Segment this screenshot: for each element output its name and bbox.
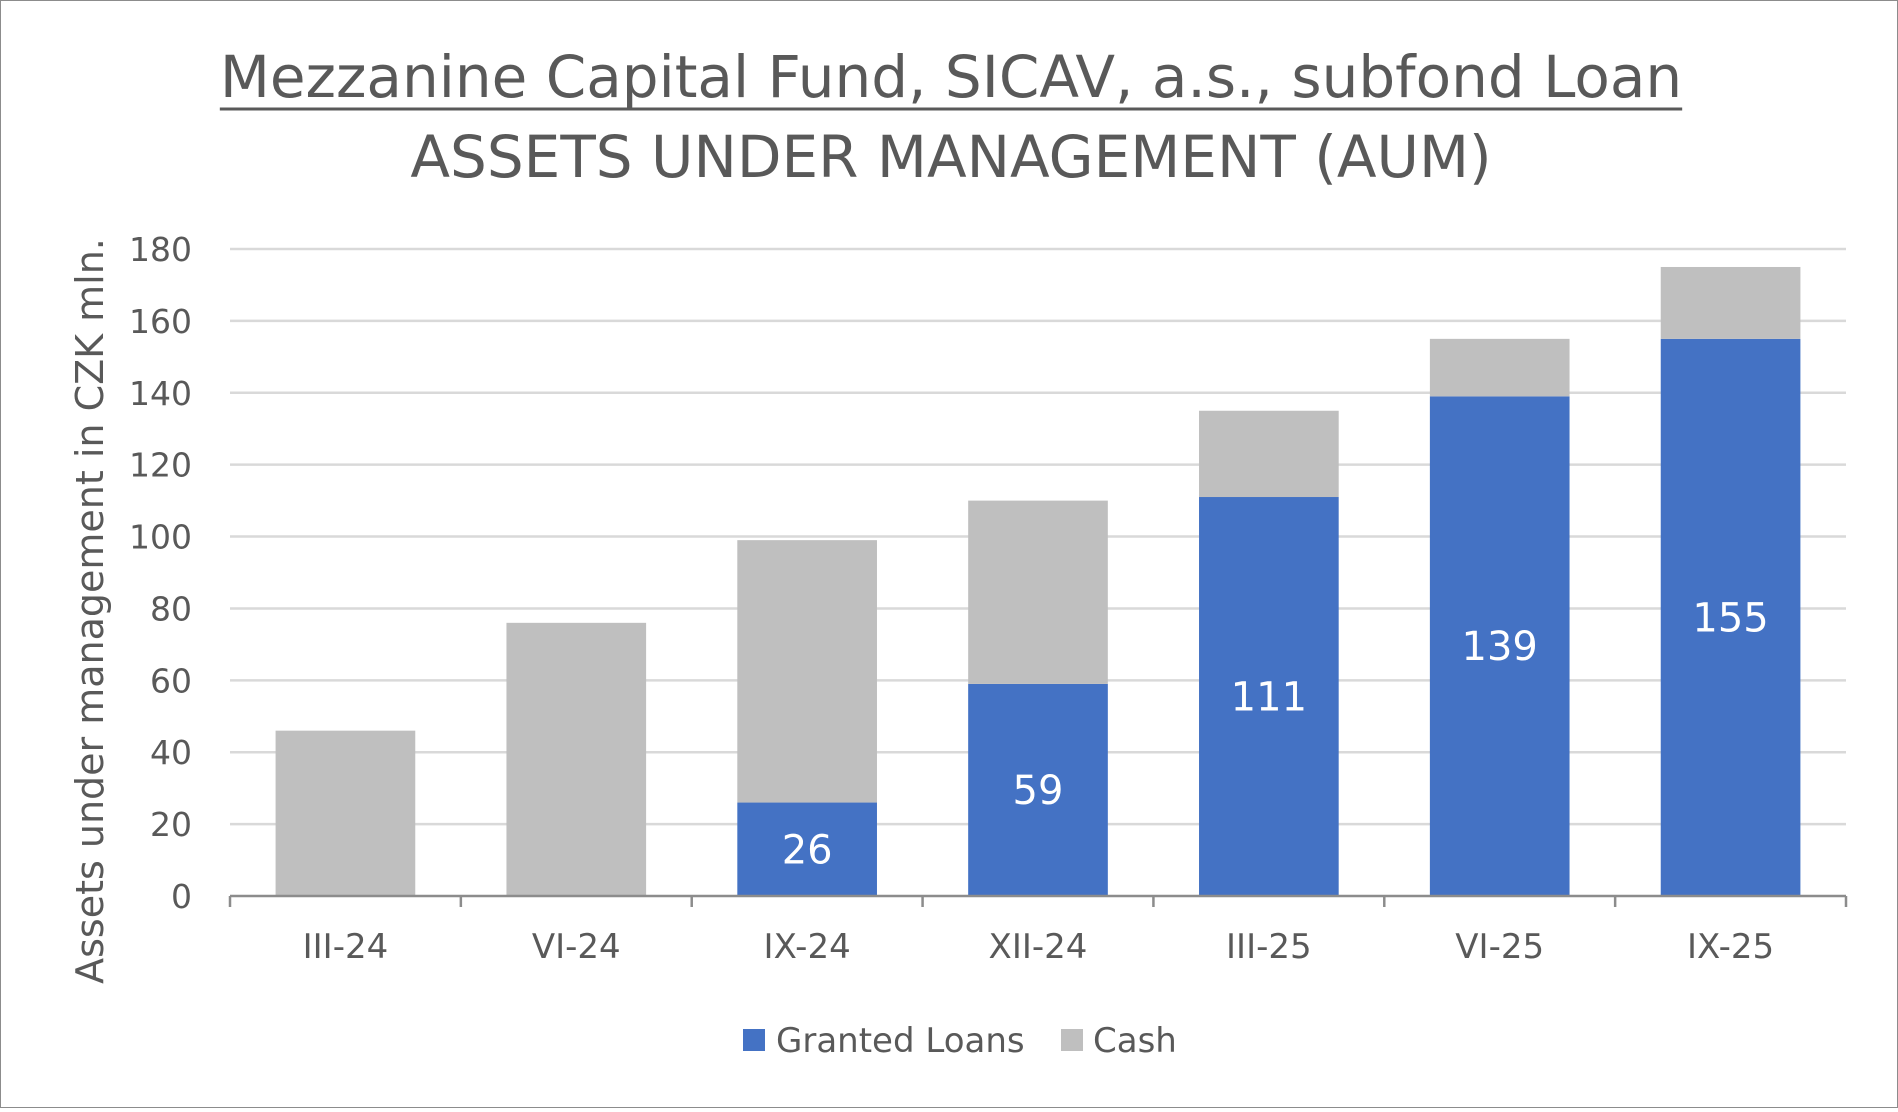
labels: 0 20 40 60 80 100 120 140 160 180 26 59 111 139 155 III… <box>129 230 1774 967</box>
x-category-label: XII-24 <box>989 927 1088 967</box>
data-label: 139 <box>1462 624 1538 670</box>
chart-title: Mezzanine Capital Fund, SICAV, a.s., sub… <box>220 43 1682 111</box>
x-category-label: VI-25 <box>1455 927 1544 967</box>
bar-granted-loans <box>1660 338 1801 897</box>
y-tick-label: 100 <box>129 518 192 557</box>
bar-cash <box>1429 338 1570 397</box>
y-tick-label: 120 <box>129 446 192 485</box>
x-axis <box>228 894 1848 907</box>
y-tick-label: 80 <box>150 589 192 628</box>
chart-subtitle: ASSETS UNDER MANAGEMENT (AUM) <box>410 123 1491 191</box>
data-label: 59 <box>1013 768 1064 814</box>
y-tick-label: 60 <box>150 661 192 700</box>
x-category-label: IX-24 <box>764 927 851 967</box>
legend-swatch <box>743 1029 765 1051</box>
bars <box>275 266 1801 897</box>
bar-granted-loans <box>968 683 1108 896</box>
bar-cash <box>1660 266 1801 339</box>
bar-granted-loans <box>1429 396 1570 896</box>
legend-label: Granted Loans <box>776 1021 1025 1061</box>
legend: Granted Loans Cash <box>743 1021 1177 1061</box>
x-category-label: III-24 <box>303 927 389 967</box>
bar-cash <box>1199 410 1339 498</box>
legend-label: Cash <box>1093 1021 1177 1061</box>
y-tick-label: 140 <box>129 374 192 413</box>
y-tick-label: 160 <box>129 302 192 341</box>
bar-cash <box>968 500 1108 684</box>
y-tick-label: 40 <box>150 733 192 772</box>
x-category-label: III-25 <box>1226 927 1312 967</box>
y-tick-label: 0 <box>171 877 192 916</box>
y-tick-label: 180 <box>129 230 192 269</box>
legend-swatch <box>1061 1029 1083 1051</box>
bar-cash <box>275 730 416 896</box>
x-category-label: IX-25 <box>1687 927 1774 967</box>
data-label: 26 <box>782 827 833 873</box>
bar-cash <box>506 622 647 896</box>
y-axis-title: Assets under management in CZK mln. <box>68 238 112 984</box>
x-category-label: VI-24 <box>532 927 621 967</box>
data-label: 155 <box>1692 595 1768 641</box>
data-label: 111 <box>1231 675 1307 721</box>
bar-granted-loans <box>737 802 877 896</box>
bar-granted-loans <box>1199 497 1339 896</box>
bar-cash <box>737 540 877 803</box>
y-tick-label: 20 <box>150 805 192 844</box>
